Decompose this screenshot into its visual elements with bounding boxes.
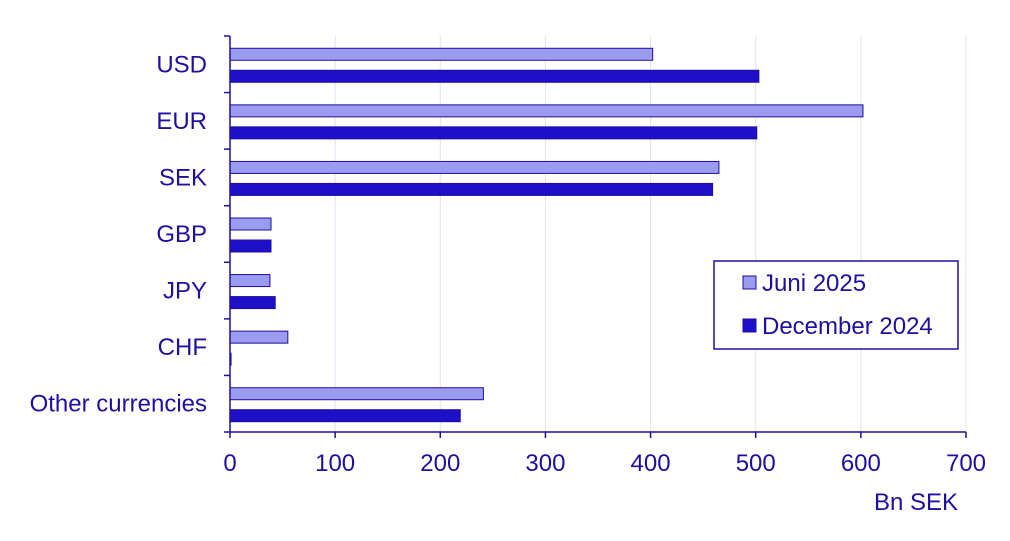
x-tick-label: 100 bbox=[315, 450, 355, 477]
grid-lines bbox=[334, 36, 967, 432]
category-label: SEK bbox=[159, 164, 207, 191]
category-label: CHF bbox=[158, 334, 207, 361]
x-tick-label: 300 bbox=[525, 450, 565, 477]
x-tick-label: 0 bbox=[223, 450, 236, 477]
x-axis-title: Bn SEK bbox=[874, 489, 958, 516]
category-label: Other currencies bbox=[30, 391, 207, 418]
bar-juni-2025-jpy bbox=[229, 274, 271, 288]
x-tick-label: 500 bbox=[736, 450, 776, 477]
bar-december-2024-jpy bbox=[229, 296, 276, 310]
bar-december-2024-other-currencies bbox=[229, 409, 461, 423]
bar-december-2024-usd bbox=[229, 69, 760, 83]
legend: Juni 2025 December 2024 bbox=[713, 260, 959, 350]
axes bbox=[224, 35, 967, 438]
bar-juni-2025-gbp bbox=[229, 217, 272, 231]
bar-juni-2025-chf bbox=[229, 330, 289, 344]
x-tick-label: 600 bbox=[841, 450, 881, 477]
bar-december-2024-eur bbox=[229, 126, 758, 140]
x-tick-label: 400 bbox=[631, 450, 671, 477]
legend-swatch bbox=[742, 275, 757, 290]
legend-label: Juni 2025 bbox=[762, 270, 866, 297]
bars bbox=[229, 47, 864, 423]
x-tick-label: 700 bbox=[946, 450, 986, 477]
category-labels: USD EUR SEK GBP JPY CHF Other currencies bbox=[30, 51, 207, 417]
tick-labels: 0 100 200 300 400 500 600 700 bbox=[223, 450, 986, 477]
bar-juni-2025-usd bbox=[229, 47, 654, 61]
category-label: USD bbox=[156, 51, 207, 78]
category-label: EUR bbox=[156, 108, 207, 135]
legend-label: December 2024 bbox=[762, 313, 933, 340]
bar-juni-2025-other-currencies bbox=[229, 387, 484, 401]
legend-swatch bbox=[742, 318, 757, 333]
bar-juni-2025-eur bbox=[229, 104, 864, 118]
category-label: JPY bbox=[163, 278, 207, 305]
x-tick-label: 200 bbox=[420, 450, 460, 477]
bar-december-2024-sek bbox=[229, 182, 714, 196]
bar-juni-2025-sek bbox=[229, 160, 720, 174]
category-label: GBP bbox=[156, 221, 207, 248]
bar-december-2024-gbp bbox=[229, 239, 272, 253]
